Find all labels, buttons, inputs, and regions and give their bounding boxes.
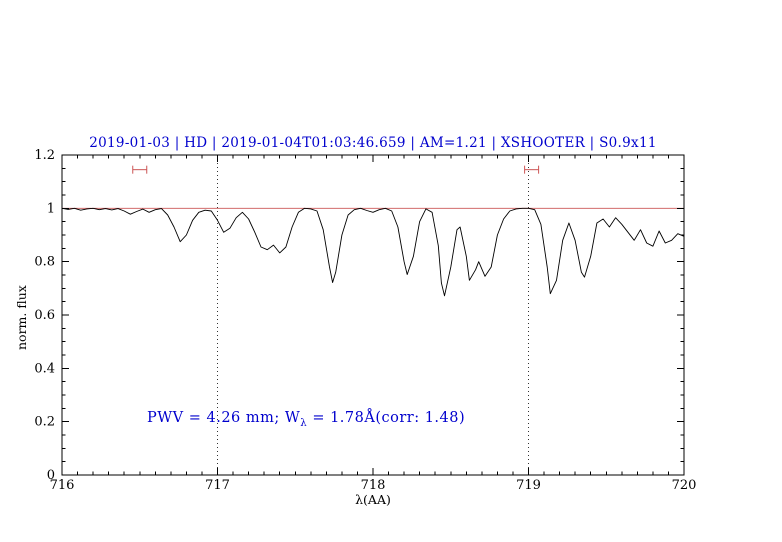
spectrum-line [61, 207, 685, 297]
x-tick-label: 718 [361, 478, 386, 493]
pwv-annotation-suffix: = 1.78Å(corr: 1.48) [307, 410, 466, 426]
y-tick-label: 1 [47, 201, 55, 216]
x-tick-label: 716 [50, 478, 75, 493]
plot-frame [61, 154, 685, 476]
x-tick-label: 719 [516, 478, 541, 493]
y-tick-label: 0.4 [34, 361, 55, 376]
y-tick-label: 0 [47, 468, 55, 483]
y-tick-label: 1.2 [34, 148, 55, 163]
plot-title: 2019-01-03 | HD | 2019-01-04T01:03:46.65… [89, 135, 657, 151]
pwv-annotation-lambda-sub: λ [300, 417, 308, 429]
x-tick-label: 720 [672, 478, 697, 493]
y-tick-label: 0.8 [34, 255, 55, 270]
x-axis-label: λ(AA) [355, 492, 391, 507]
pwv-annotation-prefix: PWV = 4.26 mm; W [147, 410, 301, 426]
y-tick-label: 0.6 [34, 308, 55, 323]
y-tick-label: 0.2 [34, 415, 55, 430]
x-tick-label: 717 [205, 478, 230, 493]
pwv-annotation: PWV = 4.26 mm; Wλ = 1.78Å(corr: 1.48) [147, 410, 465, 429]
